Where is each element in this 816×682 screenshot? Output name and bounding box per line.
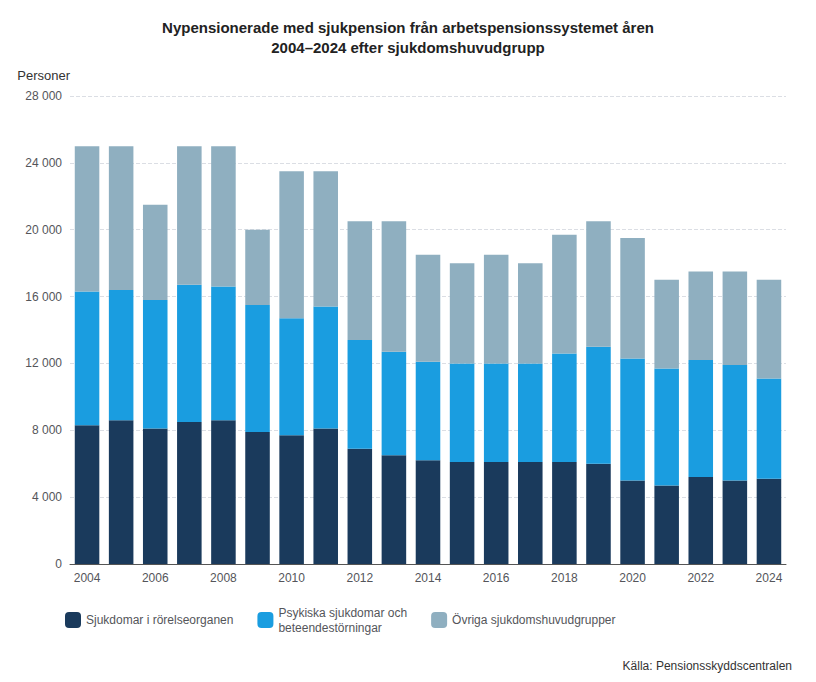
svg-text:beteendestörningar: beteendestörningar [278, 621, 381, 635]
svg-text:2008: 2008 [210, 571, 237, 585]
svg-text:2014: 2014 [415, 571, 442, 585]
svg-text:Psykiska sjukdomar och: Psykiska sjukdomar och [278, 606, 407, 620]
svg-text:2018: 2018 [551, 571, 578, 585]
svg-text:2024: 2024 [756, 571, 783, 585]
svg-text:8 000: 8 000 [32, 423, 62, 437]
svg-text:Övriga sjukdomshuvudgrupper: Övriga sjukdomshuvudgrupper [452, 613, 615, 627]
svg-text:2012: 2012 [346, 571, 373, 585]
svg-text:Personer: Personer [17, 68, 70, 83]
svg-text:2004: 2004 [74, 571, 101, 585]
svg-text:28 000: 28 000 [25, 89, 62, 103]
svg-text:2020: 2020 [619, 571, 646, 585]
svg-text:Sjukdomar i rörelseorganen: Sjukdomar i rörelseorganen [86, 613, 233, 627]
svg-text:2006: 2006 [142, 571, 169, 585]
svg-text:0: 0 [55, 557, 62, 571]
svg-text:24 000: 24 000 [25, 156, 62, 170]
svg-text:2010: 2010 [278, 571, 305, 585]
svg-text:2016: 2016 [483, 571, 510, 585]
svg-text:Källa: Pensionsskyddscentralen: Källa: Pensionsskyddscentralen [623, 659, 792, 673]
svg-text:4 000: 4 000 [32, 490, 62, 504]
svg-text:2022: 2022 [687, 571, 714, 585]
svg-text:Nypensionerade med sjukpension: Nypensionerade med sjukpension från arbe… [162, 19, 654, 36]
svg-text:2004–2024 efter sjukdomshuvudg: 2004–2024 efter sjukdomshuvudgrupp [271, 39, 544, 56]
svg-text:16 000: 16 000 [25, 290, 62, 304]
svg-text:20 000: 20 000 [25, 223, 62, 237]
svg-text:12 000: 12 000 [25, 356, 62, 370]
